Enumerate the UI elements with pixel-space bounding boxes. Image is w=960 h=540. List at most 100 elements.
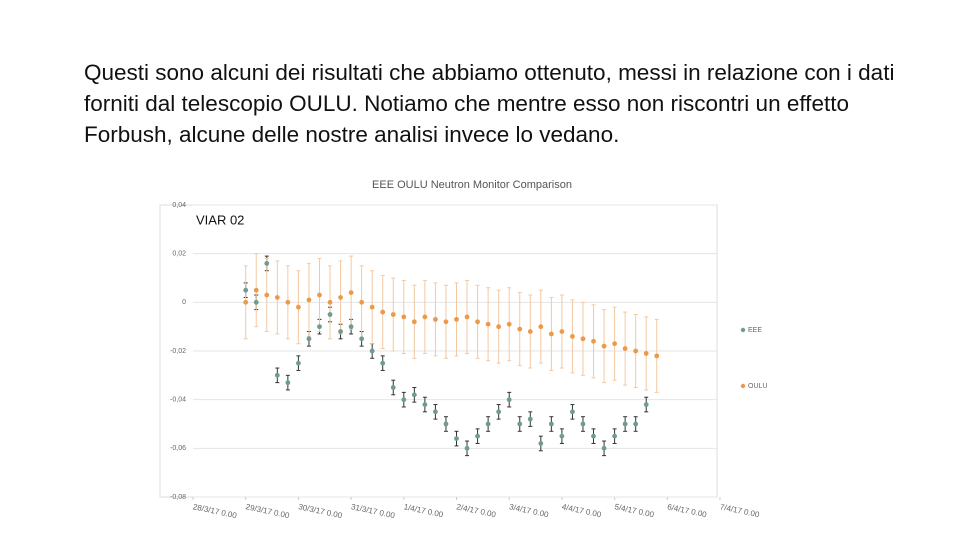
y-tick-label: 0,02: [172, 251, 186, 258]
point: [517, 326, 523, 332]
point: [285, 299, 291, 305]
paragraph: Questi sono alcuni dei risultati che abb…: [84, 60, 895, 147]
point: [601, 343, 607, 349]
point: [317, 324, 322, 330]
point: [306, 336, 312, 342]
point: [338, 329, 343, 334]
point: [443, 421, 449, 427]
point: [622, 346, 628, 351]
point: [422, 402, 428, 407]
x-tick-label: 28/3/17 0.00: [192, 502, 238, 520]
point: [285, 380, 291, 386]
point: [622, 421, 628, 427]
point: [390, 312, 396, 317]
point: [422, 314, 428, 320]
point: [359, 336, 365, 342]
point: [390, 385, 396, 390]
point: [538, 441, 544, 446]
legend-marker: [740, 327, 746, 333]
point: [274, 295, 280, 300]
point: [454, 436, 459, 441]
x-tick-label: 29/3/17 0.00: [245, 502, 291, 520]
point: [633, 421, 639, 427]
point: [253, 299, 259, 305]
point: [643, 351, 649, 356]
point: [548, 331, 554, 337]
point: [548, 421, 554, 427]
point: [485, 321, 491, 327]
point: [433, 409, 438, 415]
point: [380, 360, 386, 366]
point: [633, 348, 639, 354]
point: [506, 321, 512, 327]
point: [496, 409, 502, 415]
point: [475, 319, 480, 325]
legend-marker: [740, 383, 746, 389]
point: [643, 402, 649, 407]
point: [317, 292, 322, 298]
point: [338, 295, 343, 300]
legend-label: OULU: [748, 383, 767, 390]
point: [296, 360, 301, 366]
point: [601, 445, 607, 451]
point: [411, 319, 417, 325]
x-tick-label: 5/4/17 0.00: [614, 502, 656, 519]
y-tick-label: -0,02: [170, 348, 186, 355]
point: [506, 397, 512, 403]
point: [433, 316, 438, 322]
point: [253, 287, 259, 293]
point: [327, 312, 333, 317]
point: [274, 372, 280, 378]
x-tick-label: 2/4/17 0.00: [456, 502, 498, 519]
point: [264, 292, 270, 298]
point: [527, 416, 533, 422]
point: [538, 324, 544, 330]
y-tick-label: 0: [182, 299, 186, 306]
point: [591, 338, 596, 344]
point: [612, 341, 617, 347]
point: [464, 314, 470, 320]
point: [454, 316, 459, 322]
point: [464, 445, 470, 451]
point: [264, 261, 270, 266]
point: [380, 309, 386, 315]
chart-title: EEE OULU Neutron Monitor Comparison: [372, 179, 572, 191]
y-tick-label: -0,08: [170, 494, 186, 501]
point: [559, 433, 565, 439]
x-tick-label: 7/4/17 0.00: [719, 502, 761, 519]
point: [591, 433, 596, 439]
point: [527, 329, 533, 334]
point: [570, 409, 575, 415]
point: [612, 433, 617, 439]
x-tick-label: 4/4/17 0.00: [561, 502, 603, 519]
point: [243, 299, 249, 305]
point: [243, 287, 249, 293]
point: [401, 397, 407, 403]
annotation: VIAR 02: [196, 212, 244, 227]
y-tick-label: -0,06: [170, 445, 186, 452]
point: [296, 304, 301, 310]
point: [517, 421, 523, 427]
y-tick-label: 0,04: [172, 202, 186, 209]
x-tick-label: 1/4/17 0.00: [403, 502, 445, 519]
point: [496, 324, 502, 330]
point: [401, 314, 407, 320]
point: [485, 421, 491, 427]
point: [327, 299, 333, 305]
point: [654, 353, 660, 359]
y-tick-label: -0,04: [170, 397, 186, 404]
x-tick-label: 6/4/17 0.00: [666, 502, 708, 519]
x-tick-label: 31/3/17 0.00: [350, 502, 396, 520]
point: [559, 329, 565, 334]
point: [443, 319, 449, 325]
point: [306, 297, 312, 303]
point: [570, 334, 575, 339]
point: [369, 304, 375, 310]
point: [580, 336, 586, 342]
point: [359, 299, 365, 305]
legend-label: EEE: [748, 327, 762, 334]
point: [411, 392, 417, 398]
point: [348, 290, 354, 295]
